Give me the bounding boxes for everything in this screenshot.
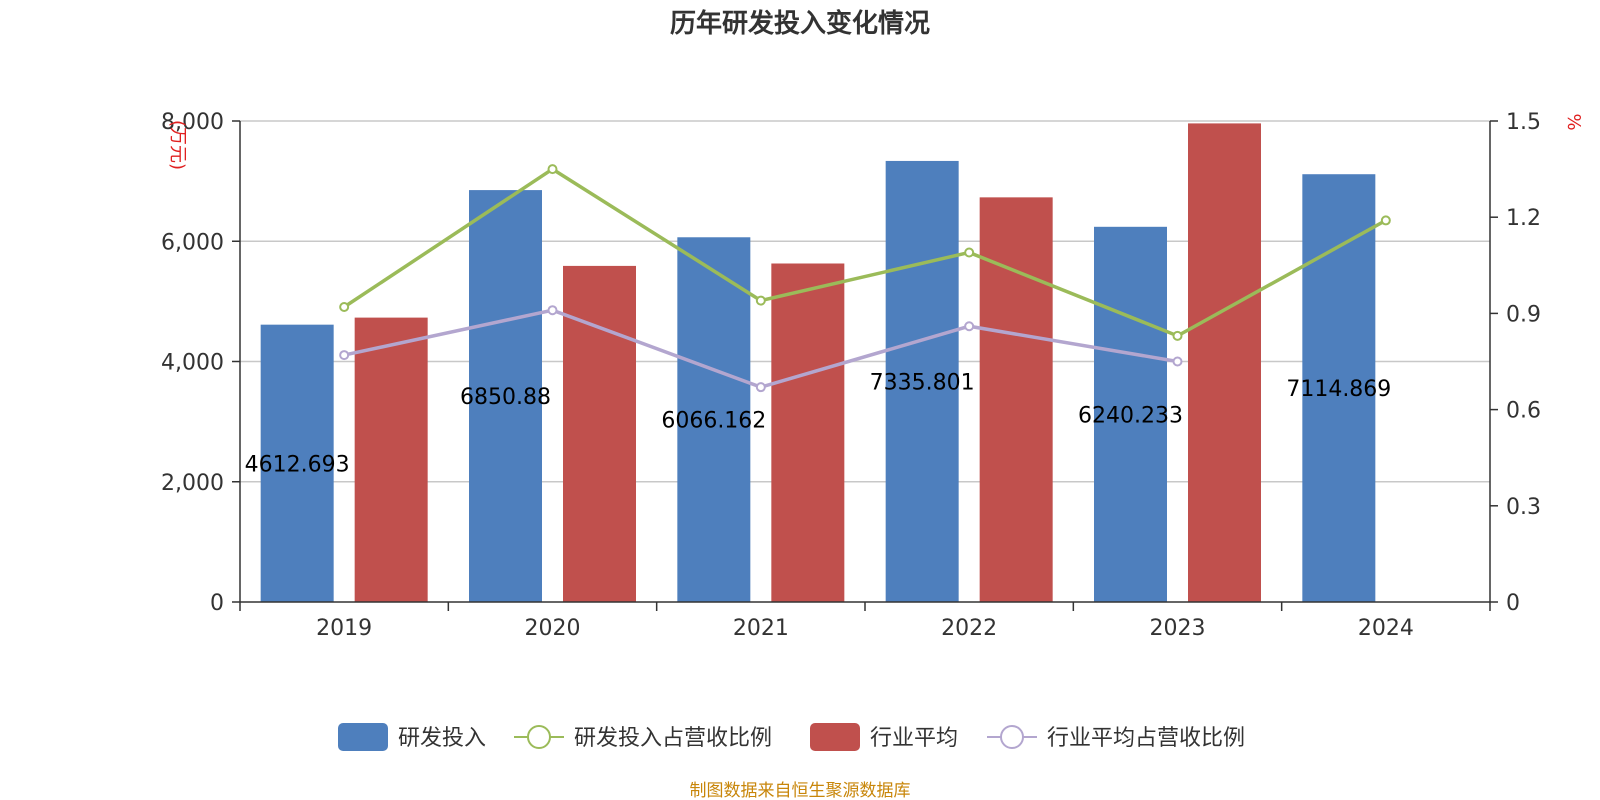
grid-lines: [240, 120, 1490, 483]
x-tick-label-2022: 2022: [941, 616, 997, 641]
x-tick-label-2020: 2020: [525, 616, 581, 641]
legend-label-rd-investment: 研发投入: [398, 726, 486, 751]
bar-series: [260, 123, 1376, 603]
data-label-rd-investment-2023: 6240.233: [1078, 403, 1183, 428]
point-industry-ratio-2022: [964, 321, 975, 332]
point-rd-ratio-2019: [339, 301, 350, 312]
point-industry-ratio-2021: [755, 382, 766, 393]
bar-industry-average-2021: [771, 263, 845, 602]
point-industry-ratio-2023: [1172, 356, 1183, 367]
point-rd-ratio-2022: [964, 247, 975, 258]
bar-industry-average-2019: [354, 317, 428, 602]
right-tick-label-2: 0.6: [1506, 399, 1541, 424]
bar-rd-investment-2021: [677, 237, 751, 602]
legend-item-industry-ratio[interactable]: 行业平均占营收比例: [987, 725, 1245, 751]
right-tick-label-5: 1.5: [1506, 110, 1541, 135]
x-tick-label-2024: 2024: [1358, 616, 1414, 641]
left-axis-unit: (万元): [167, 120, 188, 170]
right-tick-label-4: 1.2: [1506, 206, 1541, 231]
left-y-axis: 0 2,000 4,000 6,000 8,000: [161, 110, 241, 616]
data-label-rd-investment-2024: 7114.869: [1286, 377, 1391, 402]
right-y-axis: 0 0.3 0.6 0.9 1.2 1.5: [1489, 110, 1541, 616]
x-tick-label-2019: 2019: [316, 616, 372, 641]
right-tick-label-3: 0.9: [1506, 302, 1541, 327]
left-tick-label-4: 8,000: [161, 110, 224, 135]
data-label-rd-investment-2021: 6066.162: [661, 409, 766, 434]
bar-rd-investment-2020: [469, 190, 542, 603]
point-industry-ratio-2019: [339, 350, 350, 361]
bar-rd-investment-2023: [1094, 226, 1167, 603]
legend-swatch-industry-average: [810, 723, 860, 751]
point-rd-ratio-2020: [547, 164, 558, 175]
x-tick-label-2023: 2023: [1150, 616, 1206, 641]
x-axis: 2019 2020 2021 2022 2023 2024: [239, 601, 1491, 641]
line-rd-ratio: [343, 167, 1387, 338]
data-source-note: 制图数据来自恒生聚源数据库: [690, 781, 911, 800]
bar-industry-average-2022: [979, 197, 1053, 602]
point-rd-ratio-2023: [1172, 330, 1183, 341]
right-tick-label-1: 0.3: [1506, 495, 1541, 520]
bar-industry-average-2020: [563, 265, 636, 602]
left-tick-label-1: 2,000: [161, 471, 224, 496]
line-series: [339, 164, 1391, 393]
legend-label-industry-average: 行业平均: [870, 726, 958, 751]
point-rd-ratio-2024: [1380, 215, 1391, 226]
data-labels: 4612.693 6850.88 6066.162 7335.801 6240.233 7…: [245, 370, 1392, 477]
legend-label-industry-ratio: 行业平均占营收比例: [1047, 726, 1245, 751]
left-tick-label-3: 6,000: [161, 230, 224, 255]
point-rd-ratio-2021: [755, 295, 766, 306]
right-tick-label-0: 0: [1506, 591, 1520, 616]
data-label-rd-investment-2020: 6850.88: [460, 385, 551, 410]
left-tick-label-0: 0: [210, 591, 224, 616]
legend-swatch-rd-investment: [338, 723, 388, 751]
right-axis-unit: %: [1563, 113, 1584, 130]
chart-title: 历年研发投入变化情况: [670, 8, 930, 39]
bar-rd-investment-2019: [260, 324, 334, 602]
legend-marker-industry-ratio: [1000, 725, 1024, 749]
bar-rd-investment-2022: [885, 160, 959, 602]
data-label-rd-investment-2019: 4612.693: [245, 452, 350, 477]
point-industry-ratio-2020: [547, 305, 558, 316]
legend-item-industry-average[interactable]: 行业平均: [810, 723, 958, 751]
data-label-rd-investment-2022: 7335.801: [870, 370, 975, 395]
legend: 研发投入 研发投入占营收比例 行业平均 行业平均占营收比例: [338, 723, 1245, 751]
legend-item-rd-ratio[interactable]: 研发投入占营收比例: [514, 725, 772, 751]
legend-label-rd-ratio: 研发投入占营收比例: [574, 726, 772, 751]
left-tick-label-2: 4,000: [161, 351, 224, 376]
legend-marker-rd-ratio: [527, 725, 551, 749]
bar-industry-average-2023: [1188, 123, 1261, 602]
x-tick-label-2021: 2021: [733, 616, 789, 641]
legend-item-rd-investment[interactable]: 研发投入: [338, 723, 486, 751]
